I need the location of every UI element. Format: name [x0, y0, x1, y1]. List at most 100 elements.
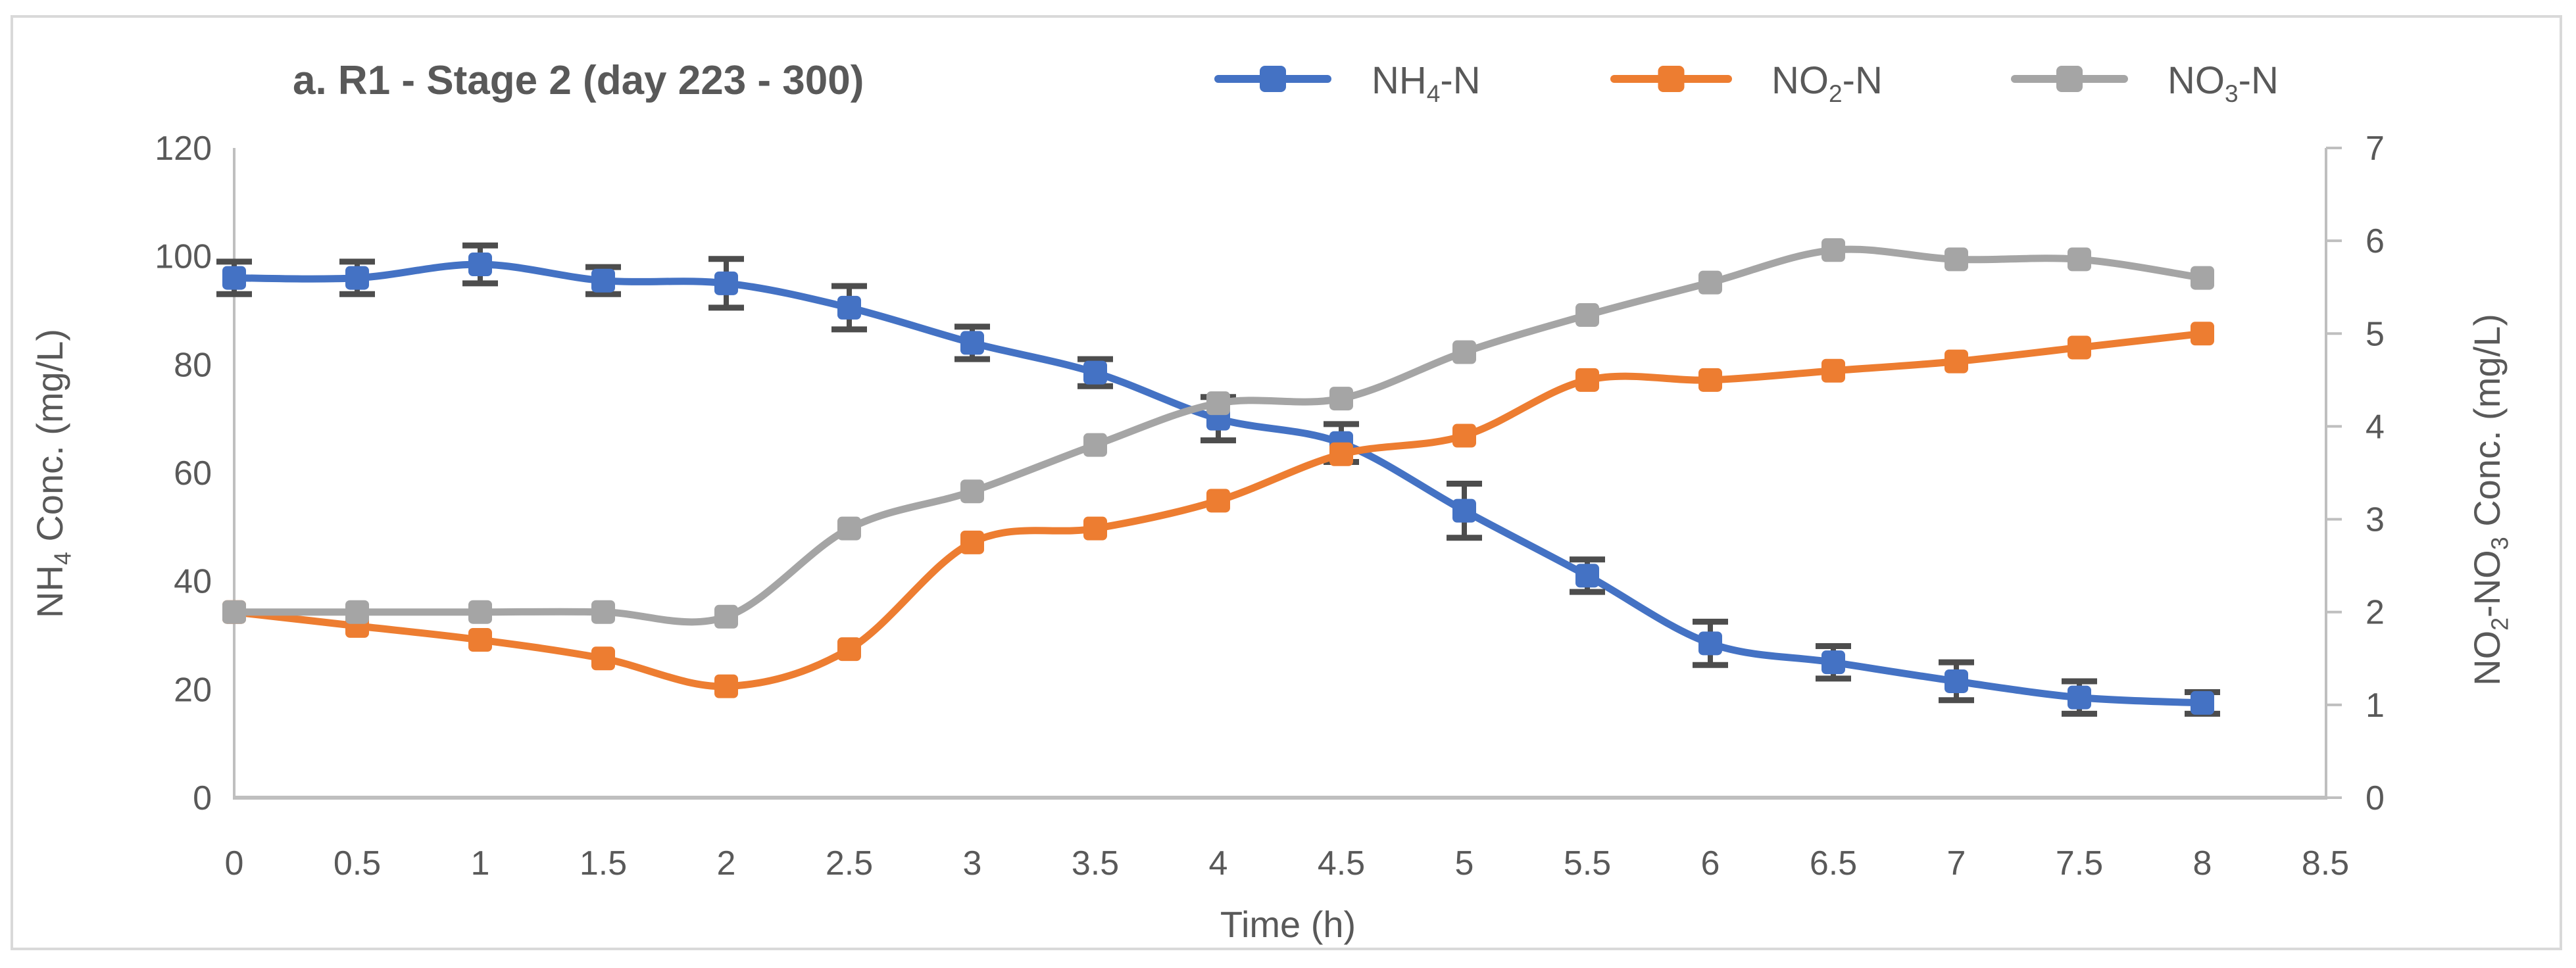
y-axis-right-tick-label: 1	[2365, 687, 2385, 725]
y-axis-right-ticks: 0 1 2 3 4 5 6 7	[2326, 130, 2385, 817]
no3-n-legend-marker-icon	[2056, 66, 2083, 92]
y-axis-right-tick-label: 5	[2365, 315, 2385, 353]
nh4-n-marker	[2191, 690, 2214, 715]
x-axis-tick-label: 7	[1947, 844, 1966, 883]
y-axis-left-ticks: 0 20 40 60 80 100 120	[155, 130, 212, 817]
no3-n-marker	[960, 479, 984, 504]
y-axis-left-tick-label: 60	[174, 454, 212, 493]
x-axis-title: Time (h)	[1220, 904, 1356, 945]
x-axis-tick-label: 1.5	[580, 844, 627, 883]
nh4-n-marker	[1821, 650, 1845, 675]
no2-n-marker	[2068, 335, 2091, 360]
y-axis-left-tick-label: 40	[174, 563, 212, 601]
nh4-n-marker	[960, 331, 984, 355]
no3-n-marker	[837, 516, 861, 541]
no3-n-marker	[1452, 340, 1476, 364]
nh4-n-marker	[1083, 360, 1107, 385]
no3-n-marker	[1206, 391, 1230, 416]
no3-n-marker	[222, 600, 246, 624]
x-axis-tick-label: 0	[225, 844, 244, 883]
no3-n-marker	[1944, 247, 1968, 272]
no3-n-marker	[2191, 266, 2214, 290]
no2-n-marker	[2191, 322, 2214, 346]
nh4-n-line	[230, 260, 2206, 707]
no2-n-marker	[837, 637, 861, 662]
no2-n-marker	[1083, 516, 1107, 541]
legend-item-no2-n[interactable]: NO2-N	[1610, 59, 1883, 107]
x-axis-tick-label: 7.5	[2056, 844, 2103, 883]
nh4-n-legend-label: NH4-N	[1372, 59, 1481, 107]
legend: NH4-N NO2-N NO3-N	[1214, 59, 2279, 107]
axes	[233, 148, 2327, 800]
nh4-n-legend-marker-icon	[1260, 66, 1286, 92]
y-axis-left-tick-label: 120	[155, 130, 212, 168]
no2-n-marker	[1452, 424, 1476, 448]
nh4-n-marker	[591, 268, 615, 293]
nh4-n-marker	[1698, 631, 1722, 656]
x-axis-tick-label: 8.5	[2302, 844, 2349, 883]
no2-n-marker	[1206, 489, 1230, 513]
series-no2-n	[222, 322, 2214, 698]
no2-n-legend-marker-icon	[1658, 66, 1685, 92]
y-axis-left-tick-label: 100	[155, 238, 212, 276]
y-axis-left-tick-label: 0	[193, 779, 212, 817]
y-axis-right-tick-label: 4	[2365, 408, 2385, 446]
no3-n-legend-label: NO3-N	[2167, 59, 2279, 107]
no2-n-marker	[1575, 368, 1599, 392]
x-axis-tick-label: 5.5	[1564, 844, 1611, 883]
no2-n-marker	[1821, 358, 1845, 383]
nh4-n-marker	[468, 253, 492, 277]
no3-n-marker	[345, 600, 369, 624]
x-axis-tick-label: 2.5	[826, 844, 873, 883]
chart-title: a. R1 - Stage 2 (day 223 - 300)	[293, 58, 864, 103]
x-axis-ticks: 0 0.5 1 1.5 2 2.5 3 3.5 4 4.5 5 5.5 6 6.5 7 7.5 8 8.5	[225, 844, 2350, 883]
x-axis-tick-label: 2	[717, 844, 736, 883]
x-axis-tick-label: 4.5	[1318, 844, 1365, 883]
x-axis-tick-label: 6.5	[1810, 844, 1857, 883]
x-axis-tick-label: 8	[2193, 844, 2212, 883]
y-axis-left-title: NH4 Conc. (mg/L)	[29, 329, 76, 618]
series-group	[216, 238, 2220, 717]
nh4-n-marker	[714, 271, 738, 295]
no3-n-marker	[591, 600, 615, 624]
nh4-n-marker	[2068, 685, 2091, 710]
x-axis-tick-label: 4	[1209, 844, 1228, 883]
y-axis-left-tick-label: 20	[174, 671, 212, 709]
nh4-n-marker	[1452, 498, 1476, 523]
y-axis-right-tick-label: 2	[2365, 594, 2385, 632]
no3-n-marker	[2068, 247, 2091, 272]
no2-n-marker	[960, 530, 984, 554]
legend-item-nh4-n[interactable]: NH4-N	[1214, 59, 1481, 107]
y-axis-right-tick-label: 0	[2365, 779, 2385, 817]
y-axis-left-tick-label: 80	[174, 346, 212, 384]
x-axis-tick-label: 5	[1455, 844, 1474, 883]
series-no3-n	[222, 238, 2214, 629]
no2-n-legend-label: NO2-N	[1771, 59, 1883, 107]
y-axis-right-tick-label: 7	[2365, 130, 2385, 168]
no2-n-marker	[591, 646, 615, 671]
no2-n-marker	[468, 628, 492, 652]
no3-n-line	[230, 245, 2206, 626]
legend-item-no3-n[interactable]: NO3-N	[2011, 59, 2279, 107]
y-axis-right-tick-label: 6	[2365, 222, 2385, 260]
no2-n-marker	[1698, 368, 1722, 392]
x-axis-tick-label: 0.5	[334, 844, 381, 883]
no2-n-marker	[1944, 349, 1968, 374]
nh4-n-marker	[1944, 669, 1968, 693]
no2-n-marker	[1329, 442, 1353, 466]
x-axis-tick-label: 3.5	[1072, 844, 1119, 883]
series-nh4-n	[216, 242, 2220, 717]
x-axis-tick-label: 1	[471, 844, 490, 883]
no3-n-marker	[1083, 433, 1107, 457]
no3-n-marker	[1329, 387, 1353, 411]
nh4-n-marker	[837, 295, 861, 320]
no2-n-marker	[714, 674, 738, 698]
x-axis-tick-label: 3	[963, 844, 982, 883]
chart-outer-border	[11, 15, 2562, 950]
x-axis-tick-label: 6	[1701, 844, 1720, 883]
no3-n-marker	[1575, 303, 1599, 327]
y-axis-right-tick-label: 3	[2365, 501, 2385, 539]
no3-n-marker	[714, 604, 738, 629]
